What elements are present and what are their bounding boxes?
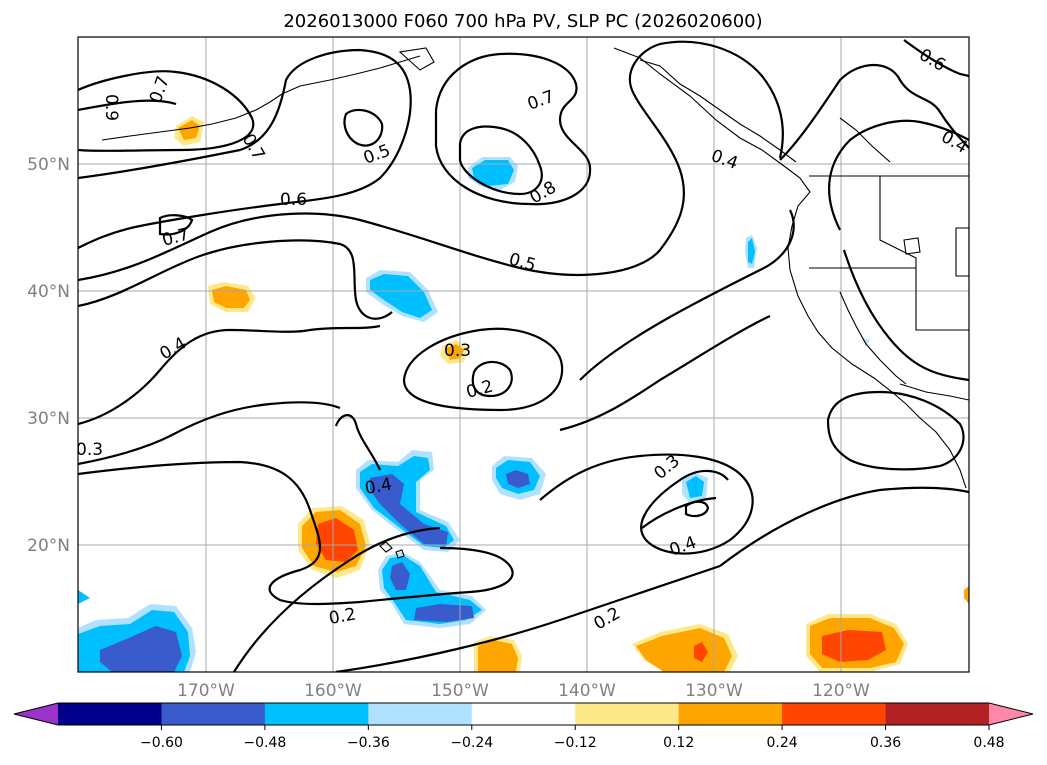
colorbar-segment: [264, 703, 369, 725]
colorbar-segment: [58, 703, 162, 725]
colorbar-extend-max: [989, 703, 1033, 725]
contour-label: 0.2: [327, 605, 357, 629]
contour-label: 0.3: [76, 440, 103, 460]
colorbar-tick-label: −0.36: [347, 735, 390, 751]
lon-label: 140°W: [558, 681, 616, 701]
contour-label: 0.4: [363, 475, 393, 499]
map-border: [77, 36, 970, 673]
colorbar-ticks: −0.60 −0.48 −0.36 −0.24 −0.12 0.12 0.24 0.36 0.4…: [140, 725, 1005, 751]
colorbar-tick-label: 0.12: [663, 735, 694, 751]
colorbar-tick-label: 0.48: [973, 735, 1004, 751]
colorbar-segment: [161, 703, 266, 725]
colorbar-segment: [368, 703, 473, 725]
colorbar-segment: [575, 703, 680, 725]
pv-negative-areas: [78, 157, 870, 672]
lon-label: 160°W: [304, 681, 362, 701]
colorbar-segment: [782, 703, 887, 725]
colorbar-segment: [471, 703, 576, 725]
colorbar-extend-min: [14, 703, 58, 725]
pv-shading: [78, 116, 969, 672]
lon-label: 150°W: [431, 681, 489, 701]
lat-label: 20°N: [27, 536, 70, 556]
colorbar-tick-label: −0.48: [243, 735, 286, 751]
colorbar-tick-label: −0.12: [554, 735, 597, 751]
contour-label: 0.3: [444, 341, 471, 361]
colorbar-outline: [13, 702, 1034, 726]
colorbar-tick-label: −0.24: [450, 735, 493, 751]
colorbar-tick-label: 0.24: [767, 735, 798, 751]
lat-label: 40°N: [27, 282, 70, 302]
lon-label: 120°W: [812, 681, 870, 701]
colorbar-segment: [678, 703, 783, 725]
colorbar-tick-label: 0.36: [870, 735, 901, 751]
lat-label: 30°N: [27, 409, 70, 429]
colorbar-tick-label: −0.60: [140, 735, 183, 751]
colorbar: −0.60 −0.48 −0.36 −0.24 −0.12 0.12 0.24 0.36 0.4…: [13, 702, 1034, 751]
lon-label: 170°W: [177, 681, 235, 701]
map-panel: 0.9 0.7 0.7 0.5 0.7 0.8 0.6 0.6 0.7 0.4 …: [76, 36, 970, 673]
contour-label: 0.9: [101, 94, 121, 121]
colorbar-segment: [885, 703, 990, 725]
colorbar-segments: [58, 703, 990, 725]
lon-label: 130°W: [685, 681, 743, 701]
contour-label: 0.6: [280, 190, 307, 210]
coastlines: [101, 47, 969, 559]
longitude-labels: 170°W 160°W 150°W 140°W 130°W 120°W: [177, 681, 870, 701]
latitude-labels: 50°N 40°N 30°N 20°N: [27, 155, 70, 556]
lat-label: 50°N: [27, 155, 70, 175]
slp-contours: [78, 39, 969, 672]
pv-positive-areas: [174, 116, 969, 672]
figure-title: 2026013000 F060 700 hPa PV, SLP PC (2026…: [283, 11, 762, 32]
